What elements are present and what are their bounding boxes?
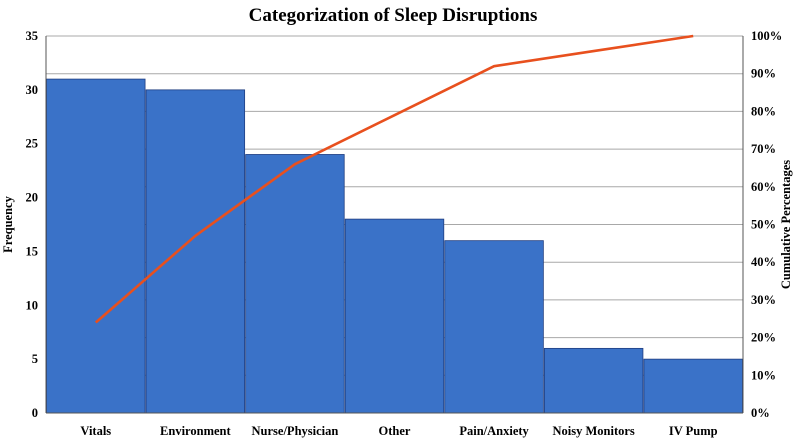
y-ticks-left: 0 5 10 15 20 25 30 35 <box>26 29 39 420</box>
y2-axis-label: Cumulative Percentages <box>779 160 793 289</box>
axes <box>45 36 744 414</box>
y2-tick-label: 50% <box>751 218 776 232</box>
y2-tick-label: 10% <box>751 368 776 382</box>
y-ticks-right: 0% 10% 20% 30% 40% 50% 60% 70% 80% 90% 100% <box>751 29 782 420</box>
cumulative-line-path <box>94 34 694 324</box>
y-axis-label: Frequency <box>1 195 15 252</box>
x-tick-label: Pain/Anxiety <box>459 424 529 438</box>
y-tick-label: 20 <box>26 191 39 205</box>
bar <box>444 240 544 414</box>
bar <box>145 89 246 414</box>
y2-tick-label: 30% <box>751 293 776 307</box>
y2-tick-label: 40% <box>751 255 776 269</box>
y2-tick-label: 70% <box>751 142 776 156</box>
bar <box>643 358 743 414</box>
x-tick-label: Nurse/Physician <box>252 424 339 438</box>
x-tick-label: Other <box>379 424 411 438</box>
y-tick-label: 35 <box>26 29 39 43</box>
y-tick-label: 0 <box>32 406 38 420</box>
y-tick-label: 30 <box>26 83 39 97</box>
y2-tick-label: 60% <box>751 180 776 194</box>
y2-tick-label: 20% <box>751 331 776 345</box>
x-tick-label: Vitals <box>80 424 111 438</box>
bar <box>543 347 644 414</box>
x-ticks: Vitals Environment Nurse/Physician Other Pai… <box>80 424 717 438</box>
bar <box>46 78 146 414</box>
bars <box>46 78 743 414</box>
y2-tick-label: 80% <box>751 104 776 118</box>
cumulative-line <box>94 34 694 324</box>
bar <box>344 218 445 414</box>
y-tick-label: 15 <box>26 244 39 258</box>
x-tick-label: Environment <box>160 424 231 438</box>
y-tick-label: 10 <box>26 298 39 312</box>
x-tick-label: IV Pump <box>669 424 718 438</box>
bar <box>245 154 345 414</box>
x-tick-label: Noisy Monitors <box>552 424 634 438</box>
chart-title: Categorization of Sleep Disruptions <box>249 5 538 26</box>
y-tick-label: 5 <box>32 352 38 366</box>
y-tick-label: 25 <box>26 137 39 151</box>
y2-tick-label: 90% <box>751 67 776 81</box>
y2-tick-label: 100% <box>751 29 782 43</box>
y2-tick-label: 0% <box>751 406 770 420</box>
